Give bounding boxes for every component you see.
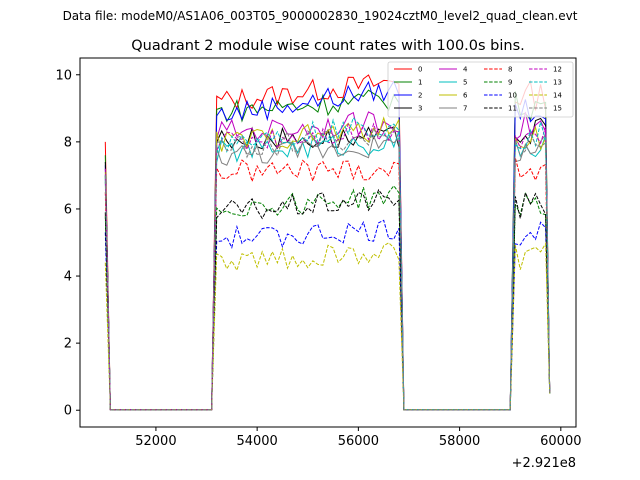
chart-title: Quadrant 2 module wise count rates with …	[131, 38, 525, 54]
y-tick-label: 2	[64, 337, 72, 352]
y-tick-label: 4	[64, 270, 72, 285]
legend-label-14: 14	[553, 92, 562, 100]
y-tick-label: 8	[64, 135, 72, 150]
y-axis: 0 2 4 6 8 10	[55, 68, 80, 419]
legend-label-6: 6	[463, 92, 468, 100]
legend-label-2: 2	[418, 92, 422, 100]
x-tick-label: 60000	[540, 434, 581, 449]
legend-label-12: 12	[553, 66, 562, 74]
legend-label-15: 15	[553, 105, 562, 113]
x-tick-label: 56000	[338, 434, 379, 449]
axes-frame	[79, 57, 577, 428]
legend-label-11: 11	[508, 105, 517, 113]
x-tick-label: 58000	[439, 434, 480, 449]
y-tick-label: 10	[55, 68, 72, 83]
legend-label-7: 7	[463, 105, 467, 113]
legend-label-5: 5	[463, 79, 467, 87]
y-tick-label: 0	[64, 404, 72, 419]
y-tick-label: 6	[64, 202, 72, 217]
x-offset-text: +2.921e8	[512, 456, 576, 471]
figure-suptitle: Data file: modeM0/AS1A06_003T05_90000028…	[63, 9, 578, 23]
x-tick-label: 54000	[236, 434, 277, 449]
legend-label-4: 4	[463, 66, 468, 74]
legend-label-10: 10	[508, 92, 517, 100]
legend-label-8: 8	[508, 66, 512, 74]
x-tick-label: 52000	[135, 434, 176, 449]
legend-frame	[387, 61, 574, 118]
legend-label-9: 9	[508, 79, 512, 87]
series-layer	[104, 74, 551, 411]
legend-label-3: 3	[418, 105, 422, 113]
legend-label-13: 13	[553, 79, 562, 87]
legend-label-1: 1	[418, 79, 422, 87]
legend-label-0: 0	[418, 66, 422, 74]
series-line-15	[104, 125, 551, 411]
x-axis: 52000 54000 56000 58000 60000	[135, 427, 581, 449]
